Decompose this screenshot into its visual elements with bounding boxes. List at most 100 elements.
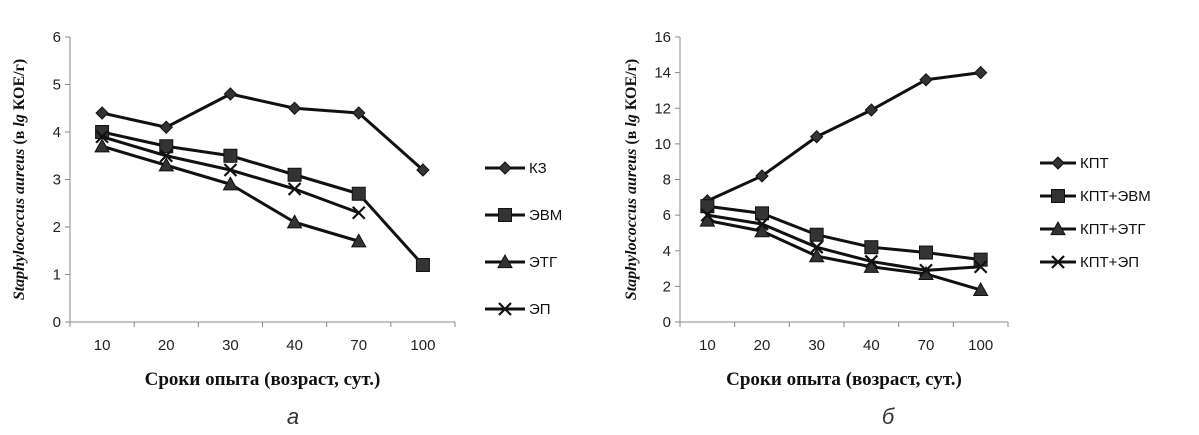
x-tick-label: 10 [94,337,111,354]
y-tick-label: 10 [654,136,671,153]
data-point [755,206,769,221]
legend-marker [1051,255,1065,269]
data-point [755,217,769,231]
x-tick-label: 100 [968,337,993,354]
series-4 [95,129,366,220]
data-point [700,208,715,222]
legend: КЗ ЭВМ ЭТГ ЭП [485,160,562,318]
y-axis-title-unit: КОЕ/г) [11,59,28,114]
x-tick-label: 40 [286,337,303,354]
legend-label: КПТ+ЭТГ [1080,221,1146,238]
panel-letter: а [287,404,299,429]
series-4 [700,208,988,278]
y-tick-label: 12 [654,100,671,117]
y-tick-label: 3 [53,172,61,189]
y-tick-label: 0 [663,314,671,331]
data-point [972,281,989,297]
legend-label: КЗ [529,160,547,177]
data-point [350,233,367,248]
data-point [159,148,174,163]
legend-marker [1051,156,1065,170]
data-point [286,214,303,229]
data-point [808,248,825,263]
data-point [158,157,175,172]
x-tick-label: 70 [918,337,935,354]
series-1 [95,87,430,177]
y-tick-label: 1 [53,267,61,284]
data-point [864,254,879,269]
data-point [973,252,988,267]
data-point [809,240,824,254]
legend-marker [497,253,513,269]
y-tick-label: 6 [663,207,671,224]
y-tick-label: 16 [654,29,671,46]
data-point [287,167,302,182]
data-point [223,148,238,163]
x-axis-title: Сроки опыта (возраст, сут.) [145,369,381,390]
legend-marker [498,161,512,175]
legend-label: ЭТГ [529,254,557,271]
x-axis-title: Сроки опыта (возраст, сут.) [726,369,962,390]
series-3 [94,138,367,248]
x-tick-label: 30 [222,337,239,354]
x-tick-label: 30 [808,337,825,354]
data-point [919,263,933,278]
series-2 [700,199,988,267]
x-tick-label: 70 [350,337,367,354]
x-tick-label: 40 [863,337,880,354]
data-point [94,138,110,153]
data-point [351,205,366,220]
y-axis-title-organism: Staphylococcus aureus [11,149,28,301]
data-point [287,101,302,115]
data-point [809,227,824,242]
series-line [101,135,360,215]
y-tick-label: 2 [53,219,61,236]
data-point [287,182,302,196]
chart-panel-a: 0 1 2 3 4 5 6 10 20 30 40 70 100 Сроки опыта (возраст… [11,29,562,429]
series-3 [699,212,989,297]
data-point [352,106,366,120]
series-line [101,92,424,172]
series-2 [95,125,430,272]
y-axis-title: Staphylococcus aureus (в lg КОЕ/г) [11,59,28,300]
y-tick-label: 8 [663,172,671,189]
series-line [707,204,981,262]
legend-label: ЭП [529,301,551,318]
data-point [973,65,988,80]
x-tick-label: 10 [699,337,716,354]
series-line [706,71,981,203]
data-point [809,130,824,144]
x-tick-label: 20 [158,337,175,354]
panel-letter: б [882,404,896,429]
data-point [159,120,173,134]
x-tick-label: 20 [754,337,771,354]
data-point [351,186,366,201]
data-point [864,240,879,255]
data-point [223,163,238,177]
data-point [95,129,109,144]
legend-label: КПТ [1080,155,1109,172]
legend-label: ЭВМ [529,207,562,224]
legend-marker [1050,220,1066,236]
data-point [416,163,430,177]
y-tick-label: 6 [53,29,61,46]
y-axis-title-lg: lg [11,114,28,126]
y-axis-title-organism: Staphylococcus aureus [623,149,640,301]
y-tick-label: 4 [53,124,61,141]
data-point [415,258,430,272]
data-point [223,87,238,101]
data-point [755,169,769,183]
data-point [95,106,109,120]
data-point [973,260,988,274]
data-point [919,245,933,260]
legend-marker [498,302,512,316]
series-line [707,218,982,292]
legend-label: КПТ+ЭП [1080,254,1139,271]
y-axis-title-unit: КОЕ/г) [623,59,640,114]
data-point [864,103,879,117]
y-tick-label: 0 [53,314,61,331]
y-tick-label: 4 [663,243,671,260]
y-tick-label: 14 [654,65,671,82]
series-1 [700,65,988,208]
